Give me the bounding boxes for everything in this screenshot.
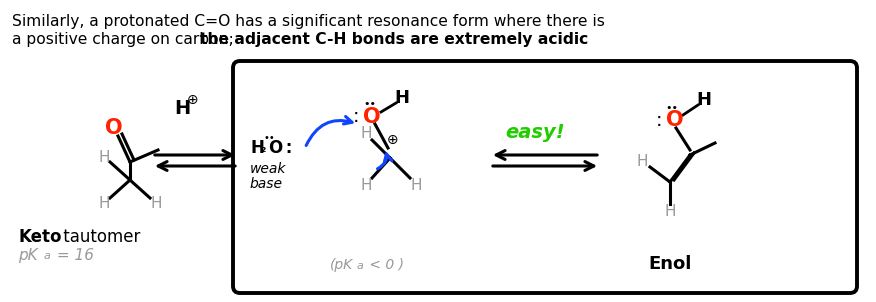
Text: ••: •• [666,103,679,113]
FancyBboxPatch shape [233,61,857,293]
Text: ••: •• [364,99,377,109]
Text: H: H [250,139,264,157]
Text: H: H [696,91,711,109]
Text: Enol: Enol [648,255,691,273]
Text: H: H [173,98,190,117]
Text: O: O [364,107,381,127]
Text: H: H [98,197,110,211]
Text: base: base [250,177,283,191]
Text: a positive charge on carbon;: a positive charge on carbon; [12,32,238,47]
Text: < 0 ): < 0 ) [365,258,404,272]
Text: tautomer: tautomer [58,228,140,246]
Text: ₂: ₂ [260,142,265,155]
Text: weak: weak [250,162,286,176]
Text: H: H [394,89,409,107]
Text: :: : [280,139,293,157]
Text: ••: •• [263,133,275,143]
Text: O: O [105,118,123,138]
Text: H: H [636,155,647,169]
Text: H: H [98,150,110,165]
Text: H: H [360,127,371,142]
Text: O: O [666,110,684,130]
Text: Similarly, a protonated C=O has a significant resonance form where there is: Similarly, a protonated C=O has a signif… [12,14,604,29]
Text: :: : [353,108,359,127]
Text: O: O [268,139,282,157]
Text: H: H [410,178,421,194]
Text: a: a [357,261,364,271]
Text: H: H [360,178,371,194]
Text: = 16: = 16 [52,248,94,263]
Text: :: : [656,111,662,130]
Text: H: H [664,204,675,220]
Text: H: H [151,197,162,211]
Text: easy!: easy! [505,123,565,142]
Text: Keto: Keto [18,228,61,246]
Text: the adjacent C-H bonds are extremely acidic: the adjacent C-H bonds are extremely aci… [200,32,589,47]
Text: ⊕: ⊕ [187,93,199,107]
Text: a: a [44,251,51,261]
Text: pK: pK [18,248,38,263]
Text: ⊕: ⊕ [387,133,399,147]
Text: (pK: (pK [330,258,353,272]
